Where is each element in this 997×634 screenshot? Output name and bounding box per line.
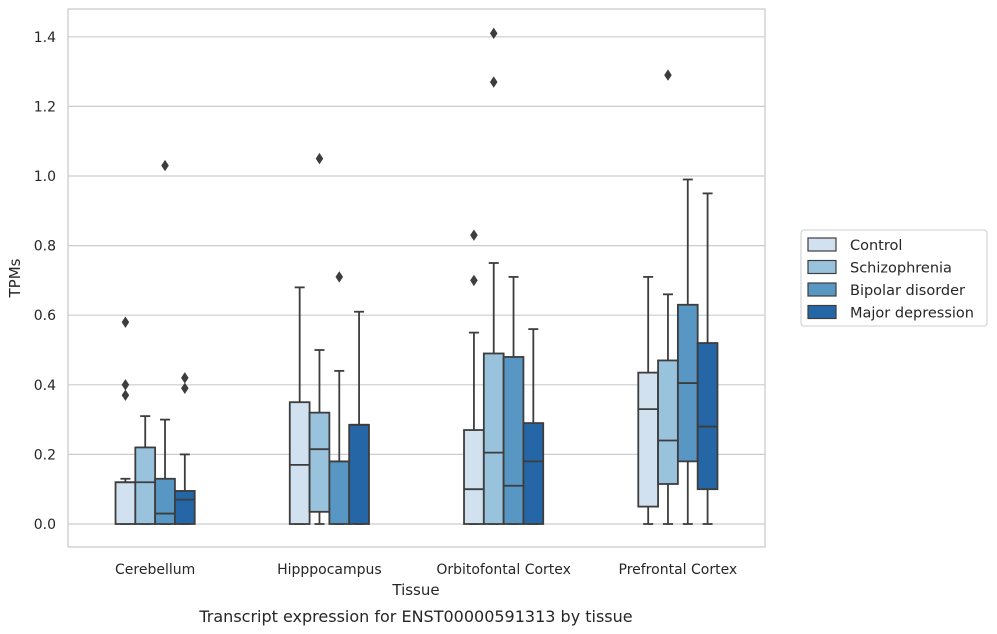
y-tick-label: 0.8 — [34, 239, 56, 255]
legend-item: Control — [807, 237, 902, 254]
box-iqr — [174, 490, 196, 525]
box-control — [463, 229, 485, 525]
box-control — [637, 276, 659, 525]
box-iqr — [522, 422, 545, 525]
box-iqr — [154, 477, 176, 525]
box-schizophrenia — [482, 27, 505, 525]
y-tick-label: 1.4 — [34, 30, 56, 46]
outlier-point — [121, 316, 130, 328]
box-iqr — [463, 429, 485, 525]
box-iqr — [657, 359, 679, 485]
y-tick-label: 0.4 — [34, 378, 56, 394]
legend-swatch — [807, 282, 837, 297]
legend-label: Bipolar disorder — [850, 283, 965, 299]
box-iqr — [308, 411, 331, 513]
box-bipolar-disorder — [502, 276, 525, 525]
box-schizophrenia — [134, 415, 157, 525]
outlier-point — [489, 27, 498, 39]
y-tick-label: 1.0 — [34, 169, 56, 185]
legend-swatch — [807, 259, 837, 275]
legend-item: Schizophrenia — [807, 259, 952, 277]
box-major-depression — [348, 310, 370, 525]
x-axis-label: Tissue — [391, 581, 439, 599]
box-major-depression — [696, 192, 719, 525]
outlier-point — [470, 274, 478, 287]
outlier-point — [121, 379, 130, 391]
outlier-point — [161, 159, 169, 172]
x-tick-label: Prefrontal Cortex — [619, 562, 738, 578]
box-major-depression — [522, 328, 545, 525]
x-tick-label: Orbitofontal Cortex — [436, 562, 571, 578]
box-iqr — [288, 401, 311, 525]
box-iqr — [134, 446, 157, 525]
outlier-point — [181, 382, 189, 394]
legend-frame — [800, 229, 988, 327]
box-iqr — [502, 356, 525, 525]
y-tick-label: 0.2 — [34, 447, 56, 463]
legend-swatch — [807, 304, 837, 320]
y-tick-label: 0.6 — [34, 308, 56, 324]
y-tick-label: 0.0 — [34, 517, 56, 533]
box-control — [114, 316, 137, 525]
legend: Control Schizophrenia Bipolar disorder Majo… — [800, 229, 988, 327]
box-bipolar-disorder — [676, 178, 699, 525]
x-tick-label: Cerebellum — [115, 562, 195, 578]
x-tick-labels: Cerebellum Hipppocampus Orbitofontal Corte… — [115, 562, 737, 578]
box-schizophrenia — [657, 69, 679, 525]
box-bipolar-disorder — [154, 159, 176, 525]
legend-item: Major depression — [807, 304, 974, 322]
outlier-point — [470, 229, 478, 241]
box-iqr — [637, 371, 659, 508]
outlier-point — [121, 389, 130, 401]
outlier-point — [489, 76, 498, 88]
y-tick-labels: 0.0 0.2 0.4 0.6 0.8 1.0 1.2 1.4 — [34, 30, 56, 533]
legend-label: Control — [850, 238, 902, 254]
plot-frame — [67, 8, 766, 548]
box-schizophrenia — [308, 152, 331, 525]
legend-item: Bipolar disorder — [807, 282, 965, 299]
box-major-depression — [174, 372, 196, 525]
outlier-point — [335, 271, 344, 283]
chart-caption: Transcript expression for ENST0000059131… — [198, 607, 632, 626]
box-iqr — [482, 352, 505, 525]
legend-label: Schizophrenia — [850, 261, 952, 277]
legend-swatch — [807, 237, 837, 252]
box-iqr — [348, 423, 370, 525]
outlier-point — [315, 152, 324, 165]
legend-label: Major depression — [850, 306, 974, 322]
box-iqr — [328, 460, 351, 525]
box-iqr — [114, 481, 137, 525]
x-tick-label: Hipppocampus — [277, 562, 382, 578]
outlier-point — [664, 69, 672, 81]
y-axis-label: TPMs — [6, 258, 24, 298]
box-iqr — [696, 342, 719, 491]
outlier-point — [181, 372, 189, 384]
box-groups — [114, 27, 719, 525]
box-control — [288, 286, 311, 525]
y-tick-label: 1.2 — [34, 99, 56, 115]
box-bipolar-disorder — [328, 271, 351, 525]
